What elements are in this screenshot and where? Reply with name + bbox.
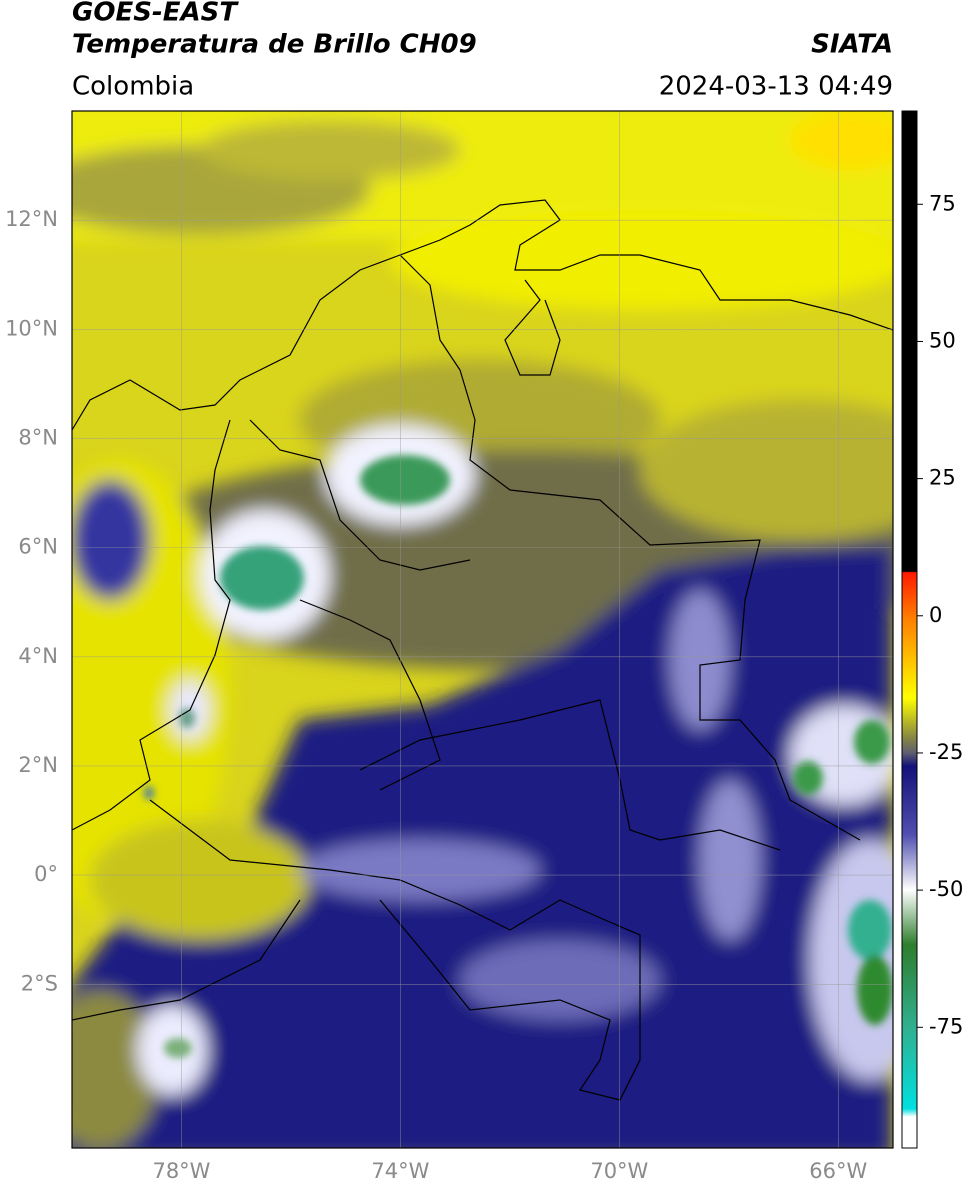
datetime: 2024-03-13 04:49 [659, 72, 893, 102]
colorbar [901, 110, 918, 1149]
colorbar-tick-label: -25 [929, 740, 963, 764]
lat-tick-label: 6°N [18, 535, 58, 559]
region: Colombia [72, 72, 194, 102]
lat-tick-label: 2°S [21, 971, 58, 995]
colorbar-tick-label: 25 [929, 466, 956, 490]
borders [72, 199, 893, 1101]
colorbar-tick-label: -50 [929, 877, 963, 901]
lat-tick-label: 2°N [18, 753, 58, 777]
lat-tick-label: 8°N [18, 425, 58, 449]
colorbar-tick-label: 50 [929, 328, 956, 352]
lon-tick-label: 74°W [371, 1159, 429, 1183]
colorbar-tick-label: 75 [929, 191, 956, 215]
lon-tick-label: 70°W [590, 1159, 648, 1183]
lon-tick-label: 66°W [809, 1159, 867, 1183]
colorbar-tick-label: 0 [929, 603, 942, 627]
source: SIATA [811, 30, 893, 60]
subtitle: Temperatura de Brillo CH09 [72, 30, 477, 60]
lat-tick-label: 4°N [18, 644, 58, 668]
title: GOES-EAST [72, 0, 239, 28]
lat-tick-label: 12°N [5, 207, 58, 231]
lon-tick-label: 78°W [152, 1159, 210, 1183]
map-frame [71, 110, 894, 1149]
graticule [72, 111, 893, 1148]
lat-tick-label: 10°N [5, 316, 58, 340]
colorbar-tick-label: -75 [929, 1014, 963, 1038]
lat-tick-label: 0° [34, 862, 58, 886]
satellite-image [72, 111, 893, 1148]
